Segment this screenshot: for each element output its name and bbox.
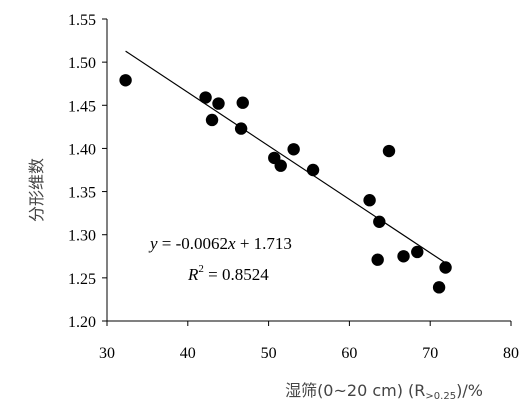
y-tick-label: 1.25 [68, 271, 96, 288]
data-point [371, 253, 384, 266]
axes: 30 40 50 60 70 80 1.20 1.25 1.30 1.35 1.40 1.45 1.5… [68, 12, 519, 362]
data-point [411, 245, 424, 259]
data-point [397, 250, 410, 263]
y-ticks: 1.20 1.25 1.30 1.35 1.40 1.45 1.50 1.55 [68, 12, 107, 331]
y-tick-label: 1.30 [68, 228, 96, 245]
y-tick-label: 1.45 [68, 98, 96, 115]
x-tick-label: 70 [422, 345, 438, 362]
y-tick-label: 1.20 [68, 314, 96, 331]
x-tick-label: 30 [99, 345, 115, 362]
data-point [274, 159, 287, 172]
data-point [373, 215, 386, 228]
trendline [125, 50, 447, 265]
r-squared-label: R2 = 0.8524 [187, 263, 269, 284]
x-axis-title: 湿筛(0~20 cm) (R>0.25)/% [285, 381, 483, 402]
data-point [432, 281, 446, 294]
x-tick-label: 60 [341, 345, 357, 362]
x-ticks: 30 40 50 60 70 80 [99, 321, 519, 362]
data-point [199, 91, 212, 104]
y-axis-title: 分形维数 [27, 158, 46, 222]
x-tick-label: 40 [180, 345, 196, 362]
data-point [306, 163, 320, 177]
x-tick-label: 80 [503, 345, 519, 362]
data-point [382, 144, 396, 158]
y-tick-label: 1.35 [68, 185, 96, 202]
equation-label: y = -0.0062x + 1.713 [148, 234, 292, 253]
x-tick-label: 50 [261, 345, 277, 362]
data-point [236, 96, 249, 109]
data-point [212, 97, 225, 110]
data-point [234, 122, 248, 135]
data-point [205, 113, 219, 127]
data-point [119, 74, 132, 87]
y-tick-label: 1.40 [68, 141, 96, 158]
data-point [287, 143, 300, 156]
data-point [363, 194, 376, 207]
y-tick-label: 1.55 [68, 12, 96, 29]
y-tick-label: 1.50 [68, 55, 96, 72]
data-point [439, 261, 452, 274]
data-points [119, 74, 452, 294]
